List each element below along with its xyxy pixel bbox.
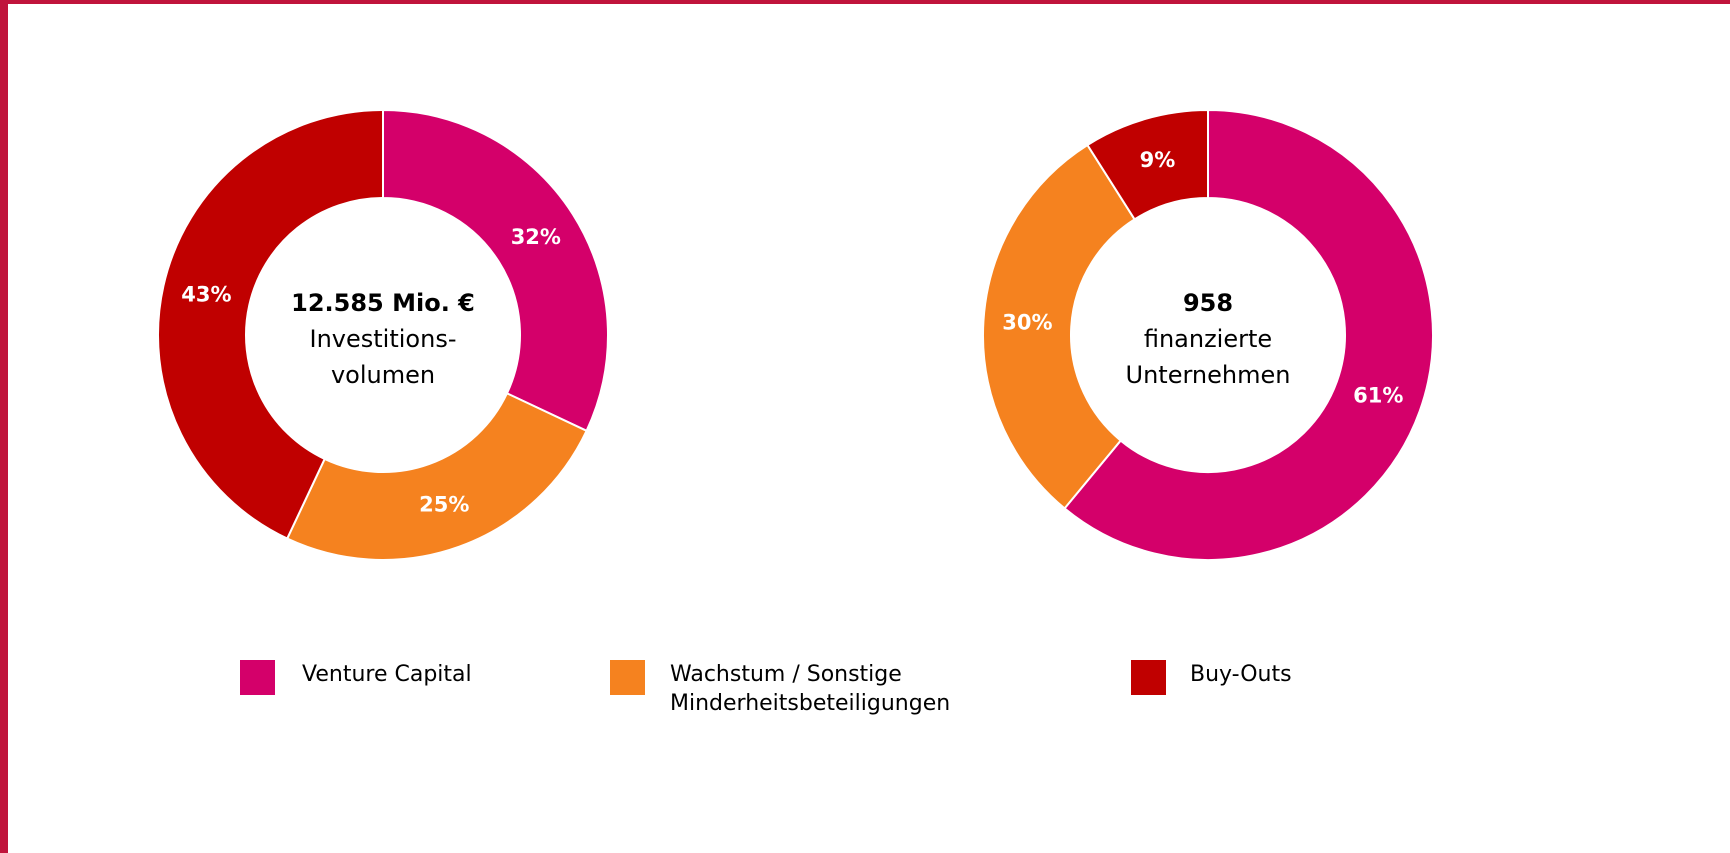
legend-item: Buy-Outs [1131, 660, 1292, 695]
donut-segment [285, 392, 588, 561]
donut-segment [1063, 108, 1434, 561]
legend-swatch [240, 660, 275, 695]
donut-segment [982, 143, 1136, 510]
donut-segment [382, 108, 609, 433]
data-label: 32% [511, 225, 561, 249]
center-value: 958 [1183, 289, 1233, 317]
data-label: 9% [1140, 148, 1176, 172]
legend-swatch [610, 660, 645, 695]
center-value: 12.585 Mio. € [291, 289, 475, 317]
donut-segment [157, 108, 384, 540]
legend-label: Buy-Outs [1190, 662, 1292, 687]
data-label: 30% [1002, 311, 1052, 335]
legend-label: Venture Capital [302, 662, 472, 687]
data-label: 61% [1353, 383, 1403, 407]
center-text: volumen [331, 361, 435, 389]
center-text: Unternehmen [1126, 361, 1291, 389]
legend-item: Wachstum / Sonstige Minderheitsbeteiligu… [610, 660, 990, 718]
donut-segment [1086, 108, 1209, 221]
legend-label: Wachstum / Sonstige Minderheitsbeteiligu… [670, 662, 951, 716]
legend-swatch [1131, 660, 1166, 695]
center-text: finanzierte [1144, 325, 1272, 353]
data-label: 43% [181, 283, 231, 307]
data-label: 25% [419, 492, 469, 516]
center-text: Investitions- [310, 325, 457, 353]
legend-item: Venture Capital [240, 660, 472, 695]
